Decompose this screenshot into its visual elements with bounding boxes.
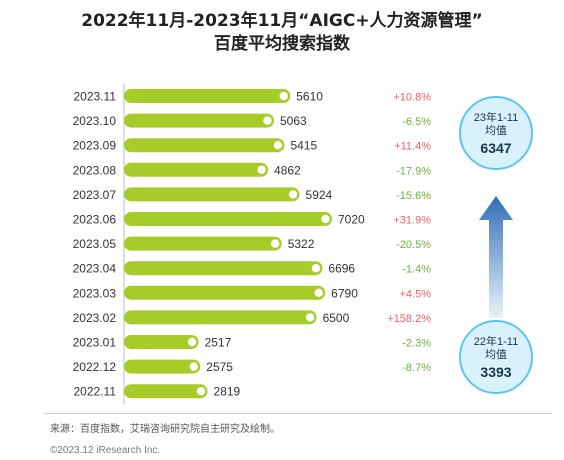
change-label: -8.7% xyxy=(402,362,431,374)
change-label: -6.5% xyxy=(402,116,431,128)
avg-2022-period: 22年1-11 xyxy=(473,336,519,348)
avg-2023-label: 均值 xyxy=(485,125,507,137)
change-label: -2.3% xyxy=(402,338,431,350)
bar xyxy=(124,162,269,177)
bar-end-marker xyxy=(311,264,321,273)
change-label: +4.5% xyxy=(400,288,432,300)
bar xyxy=(124,89,291,103)
value-label: 4862 xyxy=(274,163,301,177)
change-label: -15.6% xyxy=(396,190,431,202)
footer-divider xyxy=(44,413,552,414)
chart-subtitle: 百度平均搜索指数 xyxy=(214,34,350,54)
bar-end-marker xyxy=(189,362,198,371)
bar-end-marker xyxy=(288,190,298,199)
source-note: 来源：百度指数，艾瑞咨询研究院自主研究及绘制。 xyxy=(50,424,280,435)
bar xyxy=(124,236,282,251)
value-label: 2575 xyxy=(206,360,233,374)
category-label: 2023.01 xyxy=(73,336,117,350)
bar xyxy=(124,310,317,325)
bar-end-marker xyxy=(321,214,330,224)
bar xyxy=(124,138,285,153)
category-label: 2023.05 xyxy=(73,237,117,251)
avg-2023-value: 6347 xyxy=(480,140,512,156)
avg-2023-bubble: 23年1-11 均值 6347 xyxy=(459,96,533,170)
change-label: +10.8% xyxy=(393,92,431,104)
bar xyxy=(124,261,323,276)
value-label: 5415 xyxy=(290,139,317,153)
category-label: 2022.12 xyxy=(73,360,117,374)
bar-end-marker xyxy=(305,313,315,322)
category-label: 2023.08 xyxy=(73,163,117,177)
bar xyxy=(124,335,199,349)
value-label: 6696 xyxy=(328,262,355,276)
bar-end-marker xyxy=(263,116,272,125)
value-label: 7020 xyxy=(338,213,365,227)
bar xyxy=(124,384,208,399)
copyright: ©2023.12 iResearch Inc. xyxy=(50,445,161,456)
growth-arrow xyxy=(479,196,513,318)
value-label: 6500 xyxy=(323,311,350,325)
category-label: 2023.11 xyxy=(74,90,117,104)
value-label: 6790 xyxy=(331,286,358,300)
avg-2022-label: 均值 xyxy=(485,349,507,361)
value-label: 5924 xyxy=(306,188,333,202)
value-label: 5063 xyxy=(280,114,307,128)
bar xyxy=(124,113,275,128)
avg-2023-period: 23年1-11 xyxy=(473,112,519,124)
value-label: 2517 xyxy=(205,336,232,350)
bar xyxy=(124,359,201,374)
bar-end-marker xyxy=(270,239,280,248)
category-label: 2022.11 xyxy=(74,385,117,399)
bar xyxy=(124,187,300,202)
bar xyxy=(124,285,326,300)
change-label: -17.9% xyxy=(396,165,431,177)
bar-end-marker xyxy=(196,387,206,396)
value-label: 5610 xyxy=(296,90,323,104)
category-label: 2023.02 xyxy=(73,311,117,325)
value-label: 2819 xyxy=(214,385,241,399)
change-label: +11.4% xyxy=(394,141,431,153)
category-label: 2023.06 xyxy=(73,213,117,227)
change-label: +158.2% xyxy=(387,313,431,325)
bar-end-marker xyxy=(273,141,283,150)
bar-end-marker xyxy=(257,165,266,174)
category-label: 2023.04 xyxy=(73,262,117,276)
category-label: 2023.09 xyxy=(73,139,117,153)
category-label: 2023.03 xyxy=(73,286,117,300)
value-label: 5322 xyxy=(288,237,315,251)
avg-2022-bubble: 22年1-11 均值 3393 xyxy=(459,320,533,394)
change-label: +31.9% xyxy=(393,215,431,227)
bar-end-marker xyxy=(314,288,323,297)
change-label: -1.4% xyxy=(402,264,431,276)
chart-title: 2022年11月-2023年11月“AIGC+人力资源管理” xyxy=(81,11,483,31)
category-label: 2023.10 xyxy=(73,114,117,128)
bar-end-marker xyxy=(279,91,288,101)
bar-end-marker xyxy=(187,337,197,347)
avg-2022-value: 3393 xyxy=(480,364,512,380)
category-label: 2023.07 xyxy=(73,188,117,202)
bar xyxy=(124,212,332,226)
change-label: -20.5% xyxy=(396,239,431,251)
